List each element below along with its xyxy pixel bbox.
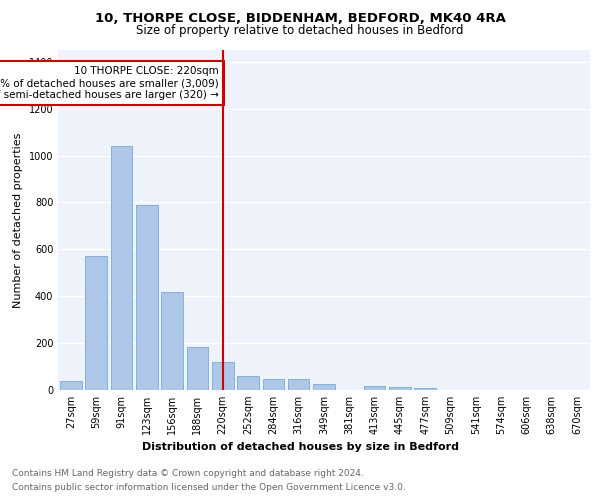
Bar <box>136 205 158 390</box>
Bar <box>161 292 183 390</box>
Text: Contains public sector information licensed under the Open Government Licence v3: Contains public sector information licen… <box>12 484 406 492</box>
Text: Size of property relative to detached houses in Bedford: Size of property relative to detached ho… <box>136 24 464 37</box>
Bar <box>389 387 411 390</box>
Bar <box>237 376 259 390</box>
Bar <box>364 386 385 390</box>
Bar <box>415 388 436 390</box>
Text: Distribution of detached houses by size in Bedford: Distribution of detached houses by size … <box>142 442 458 452</box>
Bar <box>263 378 284 390</box>
Bar <box>288 378 310 390</box>
Text: Contains HM Land Registry data © Crown copyright and database right 2024.: Contains HM Land Registry data © Crown c… <box>12 468 364 477</box>
Bar <box>313 384 335 390</box>
Bar <box>111 146 132 390</box>
Text: 10 THORPE CLOSE: 220sqm
← 90% of detached houses are smaller (3,009)
10% of semi: 10 THORPE CLOSE: 220sqm ← 90% of detache… <box>0 66 219 100</box>
Bar <box>85 256 107 390</box>
Bar <box>60 380 82 390</box>
Y-axis label: Number of detached properties: Number of detached properties <box>13 132 23 308</box>
Bar <box>212 362 233 390</box>
Text: 10, THORPE CLOSE, BIDDENHAM, BEDFORD, MK40 4RA: 10, THORPE CLOSE, BIDDENHAM, BEDFORD, MK… <box>95 12 505 26</box>
Bar <box>187 346 208 390</box>
